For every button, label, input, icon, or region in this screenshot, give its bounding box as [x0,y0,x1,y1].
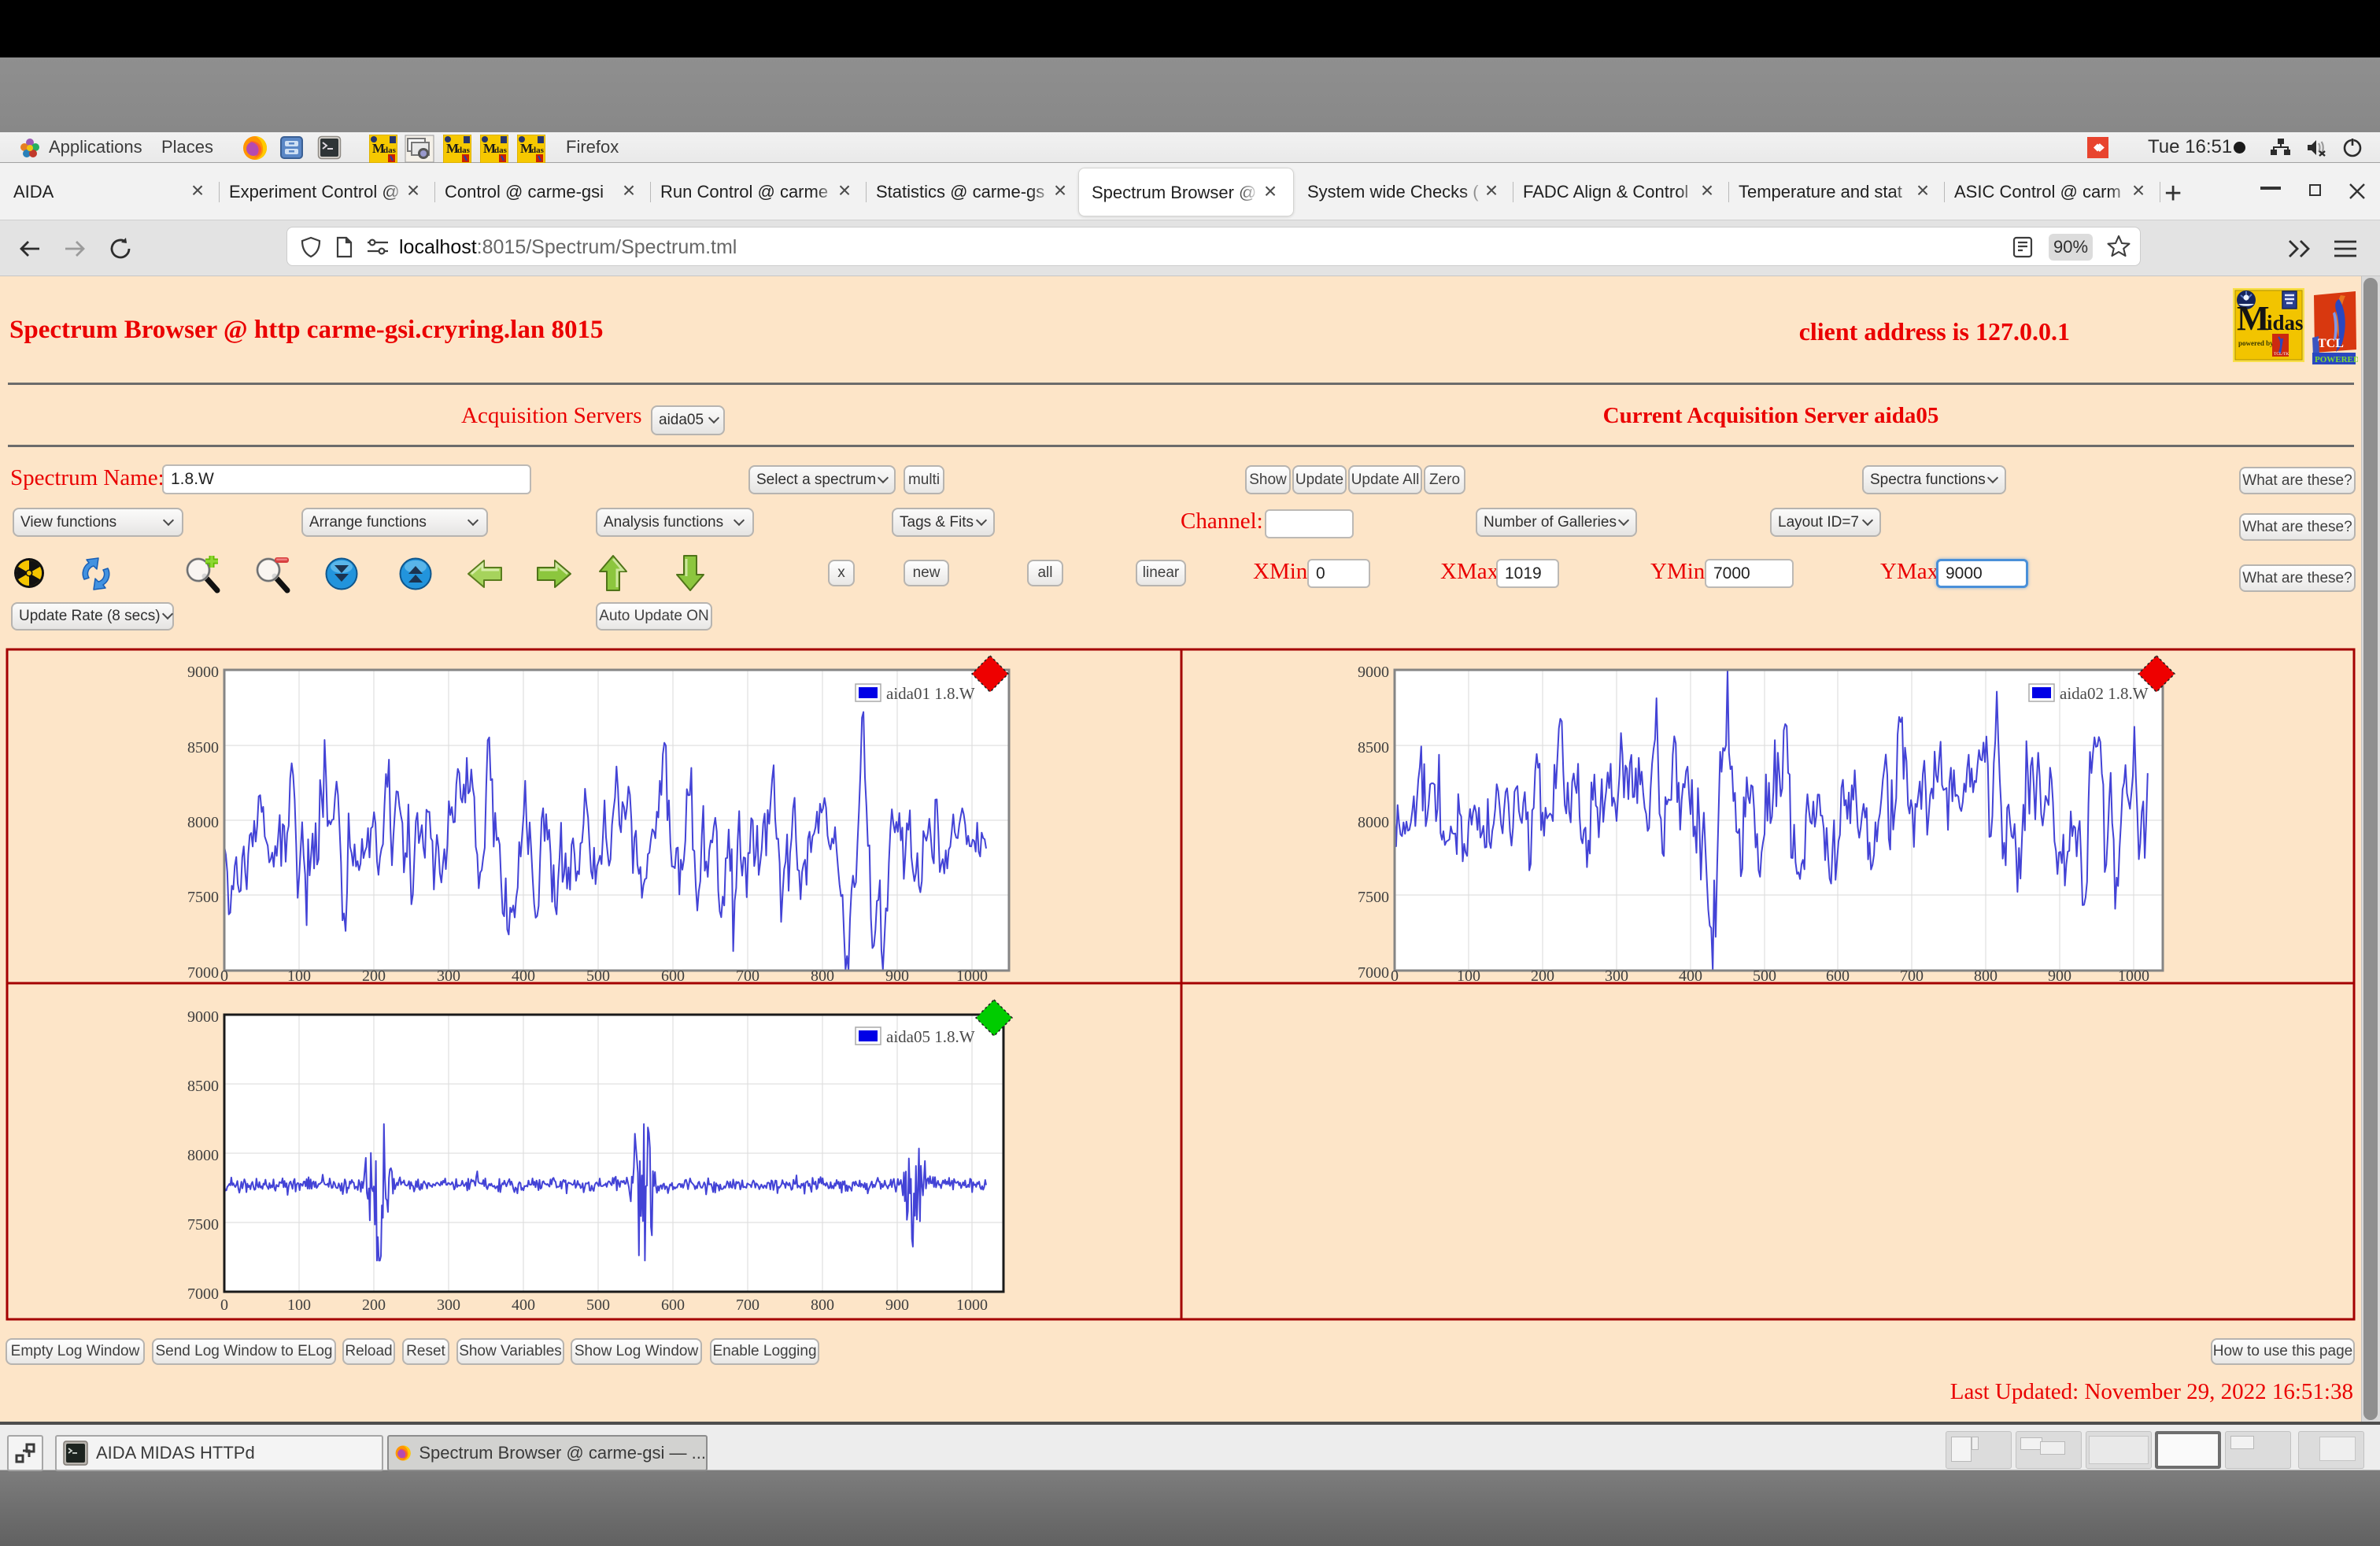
svg-text:7500: 7500 [1358,889,1389,906]
svg-text:500: 500 [1753,967,1776,985]
svg-text:8500: 8500 [1358,739,1389,756]
svg-text:7500: 7500 [187,889,219,906]
svg-text:7000: 7000 [187,1285,219,1303]
svg-text:100: 100 [1457,967,1480,985]
svg-text:800: 800 [811,967,834,985]
svg-text:idas: idas [492,146,508,155]
svg-text:7500: 7500 [187,1216,219,1233]
svg-text:8000: 8000 [187,1147,219,1164]
svg-text:500: 500 [586,967,610,985]
svg-text:idas: idas [2267,311,2304,335]
svg-text:aida05 1.8.W: aida05 1.8.W [886,1027,975,1046]
svg-text:400: 400 [1679,967,1702,985]
svg-text:idas: idas [381,146,397,155]
svg-text:900: 900 [885,1296,909,1314]
svg-text:9000: 9000 [187,664,219,681]
svg-text:M: M [446,141,459,156]
svg-text:200: 200 [362,1296,386,1314]
svg-text:600: 600 [661,1296,685,1314]
svg-text:300: 300 [437,967,460,985]
svg-text:900: 900 [885,967,909,985]
svg-text:M: M [372,141,385,156]
svg-text:700: 700 [736,967,759,985]
svg-text:100: 100 [287,967,311,985]
svg-text:7000: 7000 [187,964,219,982]
svg-text:M: M [2237,299,2270,338]
svg-text:200: 200 [362,967,386,985]
svg-text:aida01 1.8.W: aida01 1.8.W [886,684,975,703]
svg-text:8500: 8500 [187,739,219,756]
svg-text:800: 800 [811,1296,834,1314]
svg-text:300: 300 [437,1296,460,1314]
svg-text:400: 400 [512,1296,535,1314]
svg-text:idas: idas [529,146,545,155]
svg-text:TCL/TK: TCL/TK [2274,352,2289,357]
svg-text:9000: 9000 [187,1008,219,1026]
svg-text:0: 0 [220,967,228,985]
svg-text:8500: 8500 [187,1078,219,1095]
svg-text:7000: 7000 [1358,964,1389,982]
svg-text:200: 200 [1531,967,1554,985]
svg-text:600: 600 [661,967,685,985]
svg-text:0: 0 [1391,967,1399,985]
svg-text:700: 700 [736,1296,759,1314]
svg-text:1000: 1000 [956,967,988,985]
svg-text:1000: 1000 [2118,967,2149,985]
svg-text:powered by: powered by [2238,339,2274,347]
svg-text:100: 100 [287,1296,311,1314]
svg-text:800: 800 [1974,967,1998,985]
svg-text:500: 500 [586,1296,610,1314]
svg-text:1000: 1000 [956,1296,988,1314]
svg-text:700: 700 [1900,967,1924,985]
svg-text:400: 400 [512,967,535,985]
svg-text:900: 900 [2048,967,2071,985]
svg-text:M: M [483,141,496,156]
svg-text:0: 0 [220,1296,228,1314]
svg-text:aida02 1.8.W: aida02 1.8.W [2060,684,2149,703]
svg-text:8000: 8000 [187,814,219,831]
svg-text:POWERED: POWERED [2315,355,2358,364]
svg-text:8000: 8000 [1358,814,1389,831]
svg-text:M: M [520,141,533,156]
svg-text:9000: 9000 [1358,664,1389,681]
svg-text:300: 300 [1605,967,1628,985]
svg-text:600: 600 [1826,967,1850,985]
svg-text:idas: idas [455,146,471,155]
svg-text:TCL: TCL [2318,337,2344,350]
